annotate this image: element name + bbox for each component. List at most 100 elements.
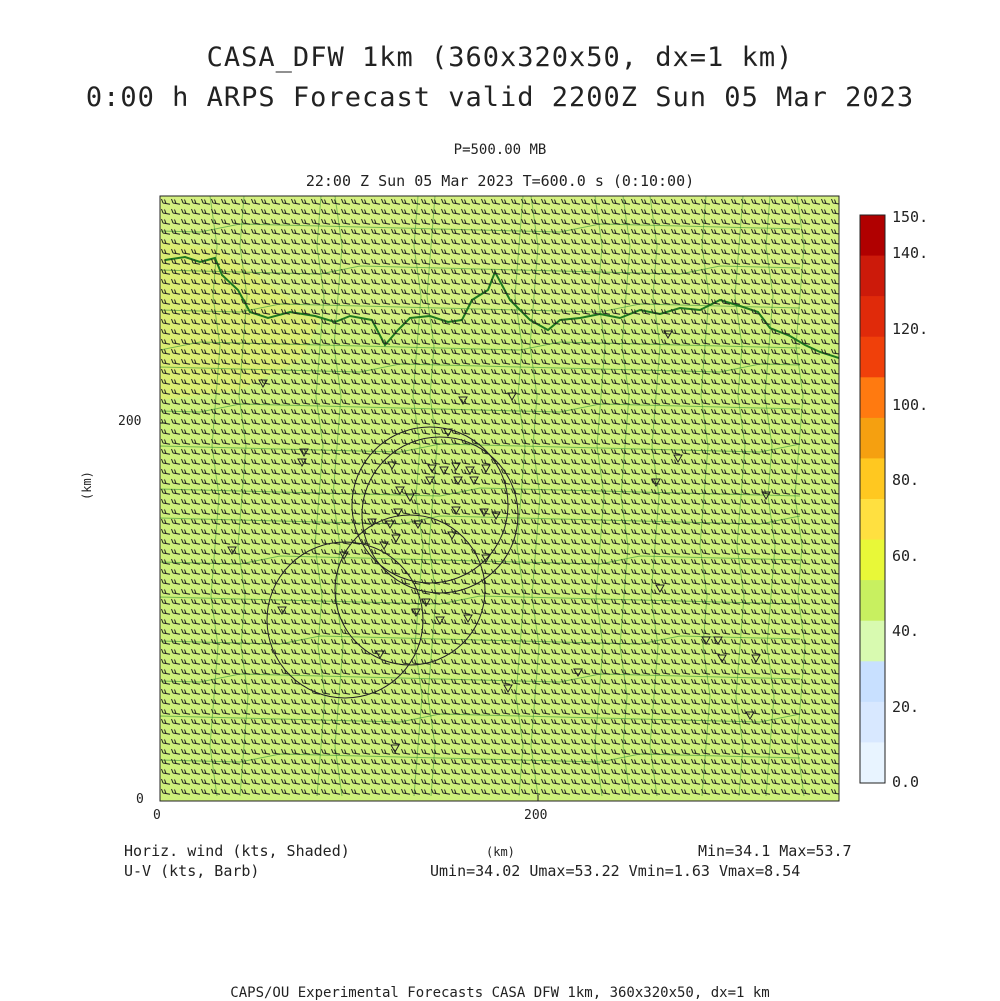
wind-barb <box>431 418 441 425</box>
wind-barb <box>241 288 251 295</box>
wind-barb <box>531 248 541 255</box>
wind-barb <box>401 378 411 385</box>
wind-barb <box>591 408 601 415</box>
wind-barb <box>561 278 571 285</box>
wind-barb <box>561 388 571 395</box>
wind-barb <box>641 288 651 295</box>
wind-barb <box>301 298 311 305</box>
wind-barb <box>471 258 481 265</box>
wind-barb <box>641 198 651 205</box>
wind-barb <box>611 268 621 275</box>
wind-barb <box>811 258 821 265</box>
wind-barb <box>721 298 731 305</box>
wind-barb <box>271 488 281 495</box>
wind-barb <box>441 198 451 205</box>
wind-barb <box>161 508 171 515</box>
wind-barb <box>321 418 331 425</box>
wind-barb <box>221 398 231 405</box>
wind-barb <box>491 338 501 345</box>
wind-barb <box>361 318 371 325</box>
wind-barb <box>191 478 201 485</box>
wind-barb <box>801 518 811 525</box>
wind-barb <box>771 388 781 395</box>
wind-barb <box>811 518 821 525</box>
wind-barb <box>381 388 391 395</box>
wind-barb <box>641 508 651 515</box>
wind-barb <box>491 308 501 315</box>
wind-barb <box>401 298 411 305</box>
wind-barb <box>571 398 581 405</box>
wind-barb <box>551 298 561 305</box>
wind-barb <box>351 288 361 295</box>
wind-barb <box>781 378 791 385</box>
wind-barb <box>501 288 511 295</box>
wind-barb <box>421 418 431 425</box>
wind-barb <box>281 438 291 445</box>
wind-barb <box>511 258 521 265</box>
wind-barb <box>481 218 491 225</box>
wind-barb <box>801 198 811 205</box>
wind-barb <box>341 498 351 505</box>
wind-barb <box>331 428 341 435</box>
wind-barb <box>421 208 431 215</box>
wind-barb <box>551 368 561 375</box>
wind-barb <box>281 428 291 435</box>
wind-barb <box>771 258 781 265</box>
wind-barb <box>181 328 191 335</box>
wind-barb <box>321 318 331 325</box>
wind-barb <box>191 428 201 435</box>
wind-barb <box>281 518 291 525</box>
wind-barb <box>381 478 391 485</box>
wind-barb <box>221 508 231 515</box>
wind-barb <box>361 218 371 225</box>
wind-barb <box>561 258 571 265</box>
wind-barb <box>421 288 431 295</box>
wind-barb <box>661 218 671 225</box>
wind-barb <box>701 528 711 535</box>
wind-barb <box>221 218 231 225</box>
wind-barb <box>561 218 571 225</box>
wind-barb <box>731 228 741 235</box>
wind-barb <box>501 248 511 255</box>
wind-barb <box>681 348 691 355</box>
wind-barb <box>261 338 271 345</box>
wind-barb <box>761 268 771 275</box>
wind-barb <box>811 348 821 355</box>
wind-barb <box>511 378 521 385</box>
wind-barb <box>491 528 501 535</box>
wind-barb <box>261 348 271 355</box>
wind-barb <box>471 508 481 515</box>
wind-barb <box>741 328 751 335</box>
wind-barb <box>441 348 451 355</box>
colorbar <box>859 214 886 784</box>
wind-barb <box>591 388 601 395</box>
wind-barb <box>681 368 691 375</box>
wind-barb <box>541 418 551 425</box>
wind-barb <box>681 248 691 255</box>
wind-barb <box>221 198 231 205</box>
wind-barb <box>721 478 731 485</box>
wind-barb <box>641 368 651 375</box>
wind-barb <box>411 418 421 425</box>
wind-barb <box>821 208 831 215</box>
wind-barb <box>641 468 651 475</box>
wind-barb <box>211 318 221 325</box>
wind-barb <box>481 478 491 485</box>
wind-barb <box>691 318 701 325</box>
wind-barb <box>611 288 621 295</box>
wind-barb <box>171 368 181 375</box>
wind-barb <box>521 468 531 475</box>
wind-barb <box>791 478 801 485</box>
wind-barb <box>771 348 781 355</box>
wind-barb-field <box>161 198 839 795</box>
wind-barb <box>411 378 421 385</box>
wind-barb <box>521 368 531 375</box>
wind-barb <box>371 238 381 245</box>
wind-barb <box>591 218 601 225</box>
wind-barb <box>161 398 171 405</box>
wind-barb <box>771 378 781 385</box>
wind-barb <box>521 508 531 515</box>
wind-barb <box>341 308 351 315</box>
wind-barb <box>291 438 301 445</box>
wind-barb <box>431 378 441 385</box>
